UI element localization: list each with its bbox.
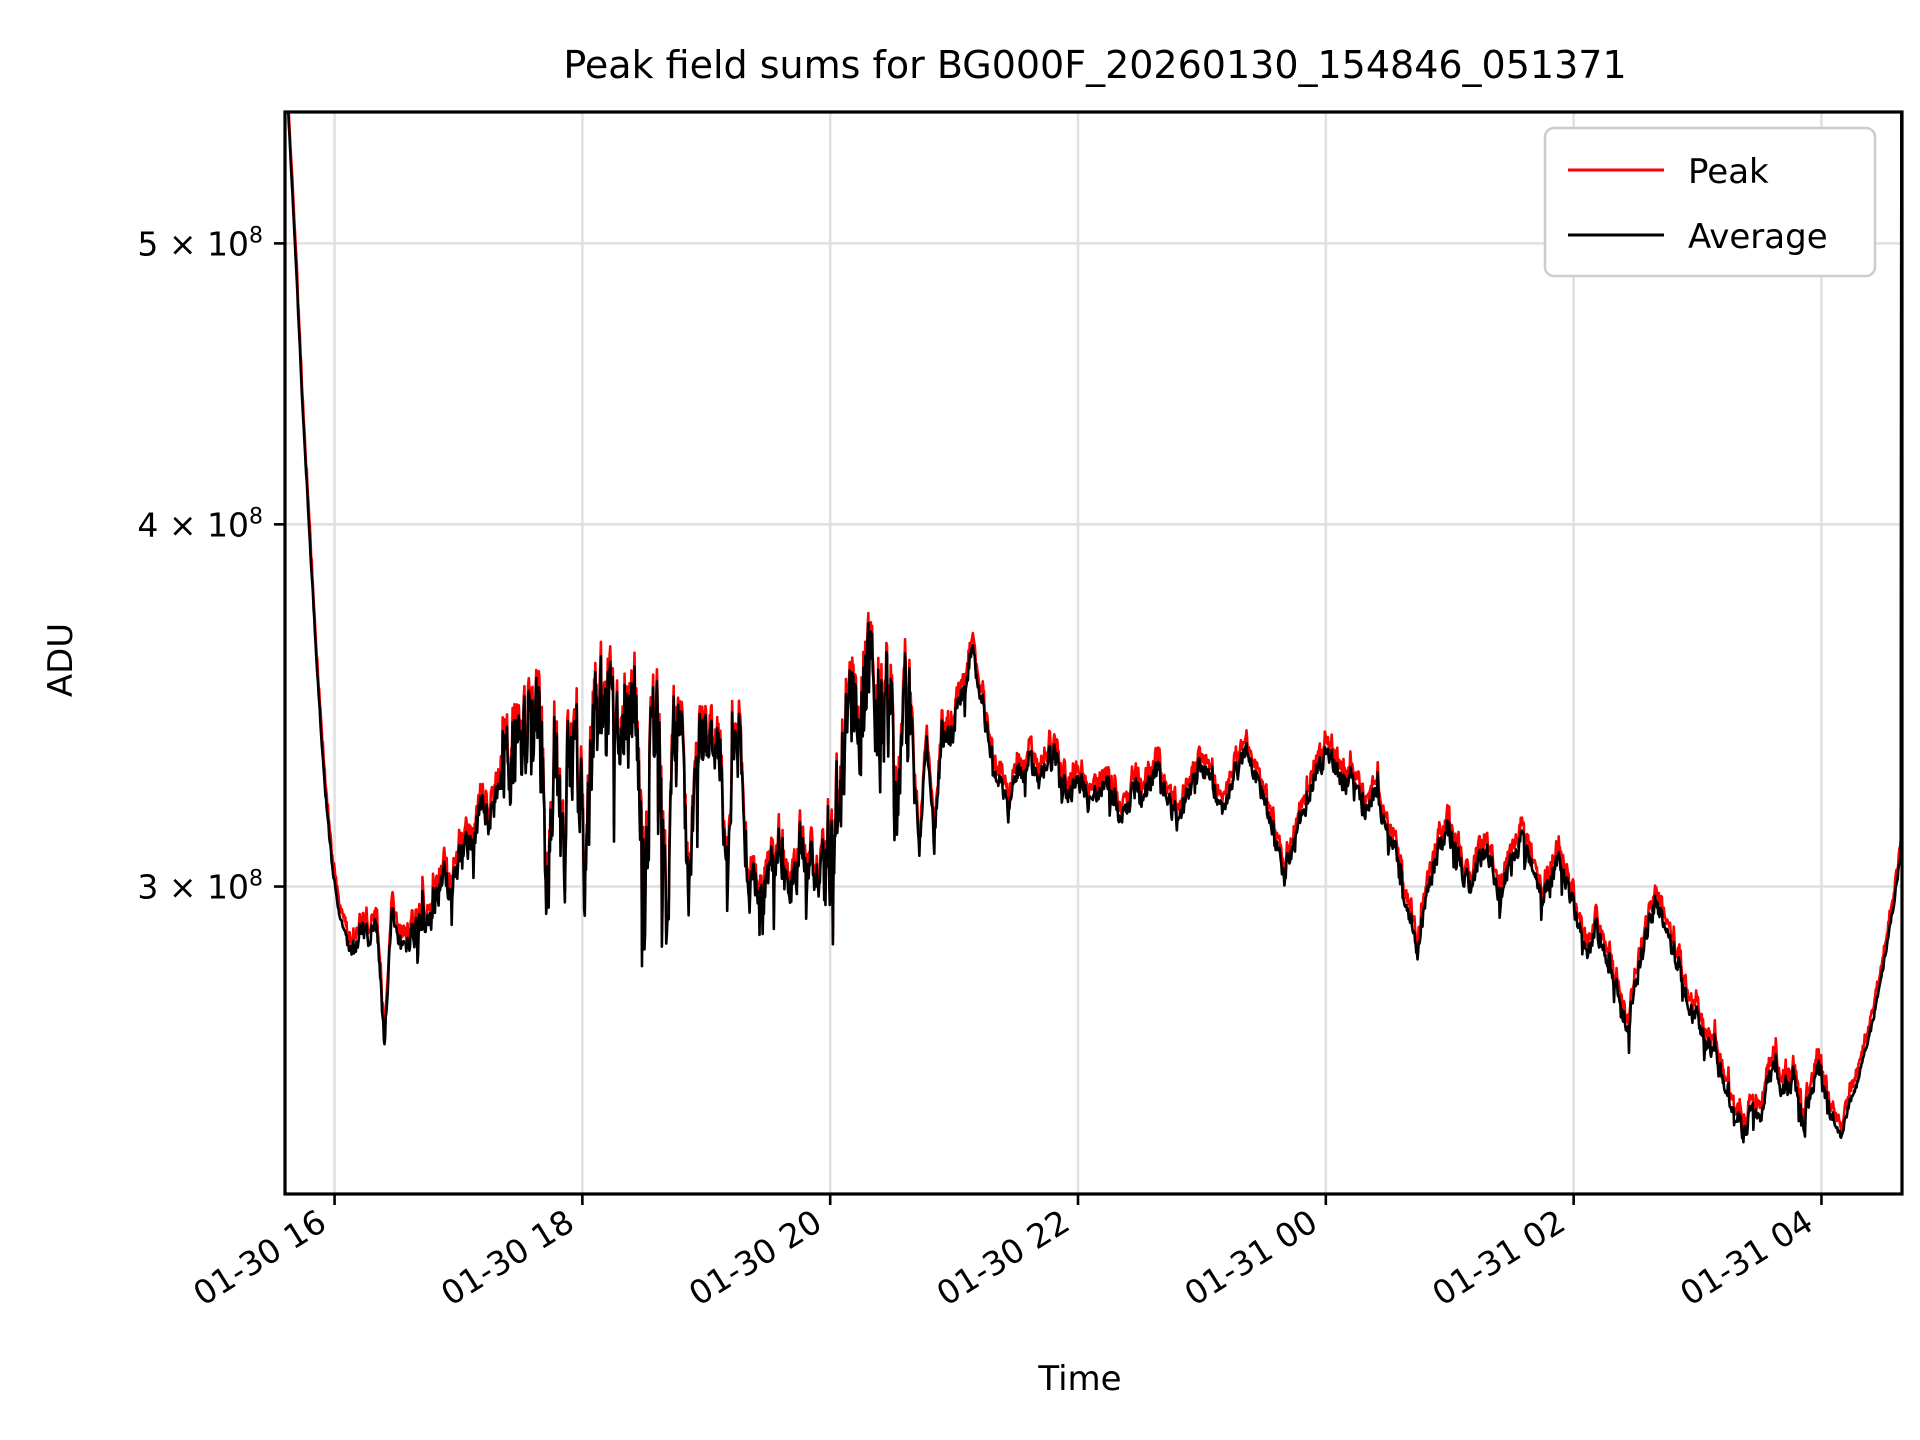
y-tick-label-0: 3 × 108 xyxy=(137,867,263,907)
plot-area-background xyxy=(285,112,1902,1194)
chart-legend: Peak Average xyxy=(1543,126,1877,278)
data-series-group xyxy=(286,112,1902,1144)
legend-label-average: Average xyxy=(1688,217,1828,257)
plot-frame xyxy=(283,110,1904,1196)
legend-label-peak: Peak xyxy=(1688,152,1769,192)
x-axis-label: Time xyxy=(1037,1359,1121,1399)
y-axis-label: ADU xyxy=(41,623,81,697)
y-axis-ticks: 3 × 108 4 × 108 5 × 108 xyxy=(137,223,285,907)
y-tick-label-2: 5 × 108 xyxy=(137,223,263,263)
x-gridlines xyxy=(333,112,1823,1194)
chart-title: Peak field sums for BG000F_20260130_1548… xyxy=(563,43,1626,87)
y-tick-label-1: 4 × 108 xyxy=(137,504,263,544)
average-series-line xyxy=(286,112,1902,1144)
legend-box xyxy=(1543,126,1877,278)
